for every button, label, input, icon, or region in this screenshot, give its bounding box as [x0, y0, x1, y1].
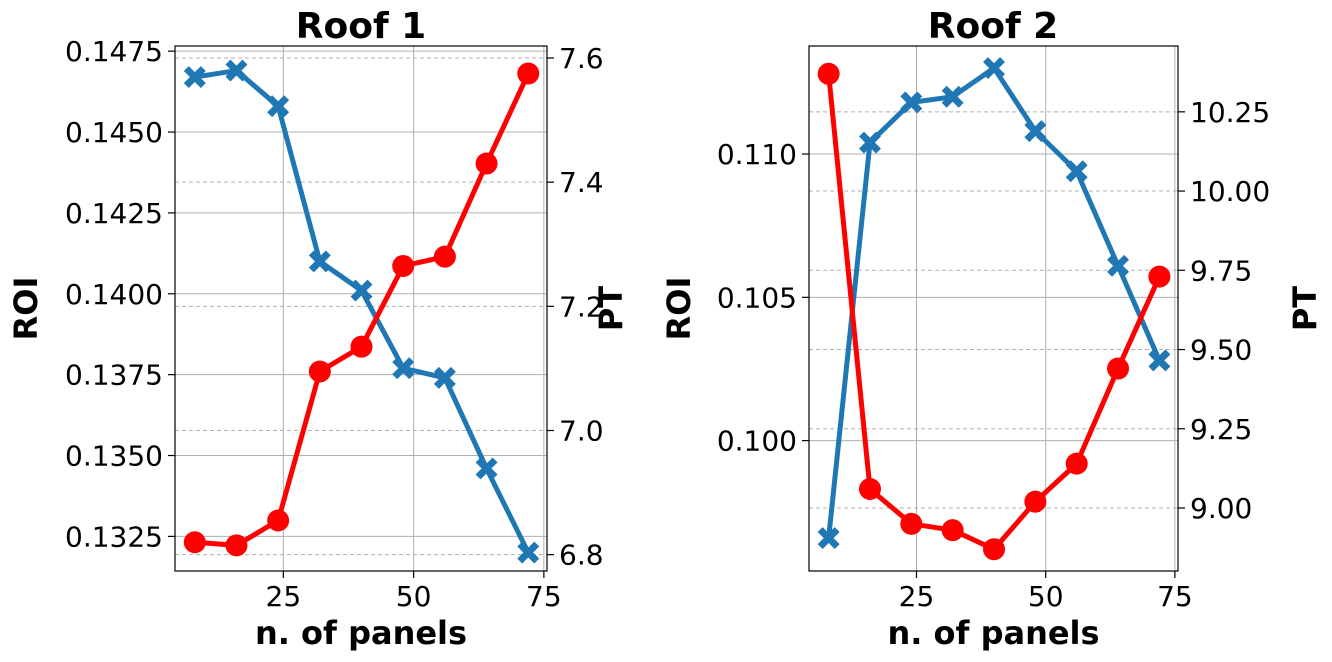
- x-tick-label: 75: [526, 580, 562, 613]
- axes-frame: [808, 45, 1179, 572]
- roi-series-point: [225, 59, 248, 82]
- pt-series-point: [1148, 265, 1171, 288]
- pt-series-point: [941, 519, 964, 542]
- pt-series-point: [433, 245, 456, 268]
- roi-series-point: [1065, 160, 1088, 183]
- x-tick-label: 25: [266, 580, 302, 613]
- roi-series-point: [1107, 254, 1130, 277]
- y2-axis-label: PT: [1286, 286, 1324, 331]
- chart-title: Roof 2: [928, 6, 1058, 47]
- y-tick-label: 0.1325: [65, 520, 163, 553]
- y-tick-label: 0.1450: [65, 116, 163, 149]
- y2-tick-label: 7.0: [559, 414, 604, 447]
- pt-series-point: [817, 62, 840, 85]
- roi-series-point: [267, 95, 290, 118]
- pt-series-point: [183, 531, 206, 554]
- y2-tick-label: 7.2: [559, 290, 604, 323]
- pt-series-point: [308, 360, 331, 383]
- pt-series-point: [983, 538, 1006, 561]
- y2-tick-label: 9.25: [1190, 413, 1252, 446]
- pt-series-point: [225, 534, 248, 557]
- y-tick-label: 0.1400: [65, 278, 163, 311]
- y2-tick-label: 10.25: [1190, 96, 1270, 129]
- roi-series-point: [475, 457, 498, 480]
- y2-tick-label: 7.6: [559, 42, 604, 75]
- y-tick-label: 0.105: [717, 281, 797, 314]
- y2-tick-label: 9.00: [1190, 492, 1252, 525]
- roi-series-point: [392, 357, 415, 380]
- y2-tick-label: 10.00: [1190, 175, 1270, 208]
- y-tick-label: 0.100: [717, 425, 797, 458]
- roi-series-point: [308, 250, 331, 273]
- y2-tick-label: 7.4: [559, 166, 604, 199]
- chart-panel-1: 25 50 75 0.1325 0.1350 0.1375 0.1400 0.1425 0.14…: [7, 6, 630, 652]
- y2-tick-label: 9.75: [1190, 254, 1252, 287]
- y-axis-label: ROI: [660, 277, 698, 341]
- y2-tick-label: 6.8: [559, 539, 604, 572]
- pt-series-point: [858, 477, 881, 500]
- y2-axis-label: PT: [592, 286, 630, 331]
- pt-series-point: [517, 62, 540, 85]
- roi-series-point: [517, 541, 540, 564]
- x-axis-label: n. of panels: [887, 614, 1099, 652]
- y-tick-label: 0.1475: [65, 35, 163, 68]
- y-axis-label: ROI: [7, 277, 45, 341]
- axes-frame: [174, 45, 548, 572]
- y-tick-label: 0.1375: [65, 359, 163, 392]
- roi-series-point: [350, 279, 373, 302]
- pt-series-point: [1065, 452, 1088, 475]
- y-tick-label: 0.1350: [65, 440, 163, 473]
- x-tick-label: 75: [1157, 580, 1193, 613]
- roi-series-point: [1024, 120, 1047, 143]
- pt-series-point: [1024, 490, 1047, 513]
- pt-series-point: [350, 335, 373, 358]
- pt-series-point: [1107, 357, 1130, 380]
- roi-series-point: [941, 85, 964, 108]
- y-tick-label: 0.1425: [65, 197, 163, 230]
- roi-series-line: [194, 68, 531, 554]
- chart-title: Roof 1: [296, 6, 426, 47]
- y-tick-label: 0.110: [717, 138, 797, 171]
- roi-series-point: [433, 366, 456, 389]
- x-tick-label: 50: [1028, 580, 1064, 613]
- roi-series-point: [900, 91, 923, 114]
- y2-tick-label: 9.50: [1190, 334, 1252, 367]
- x-tick-label: 50: [396, 580, 432, 613]
- pt-series-line: [826, 73, 1162, 552]
- roi-series-point: [817, 527, 840, 550]
- roi-series-point: [983, 57, 1005, 80]
- roi-series-point: [859, 131, 881, 154]
- pt-series-point: [267, 509, 290, 532]
- x-tick-label: 25: [899, 580, 935, 613]
- x-axis-label: n. of panels: [255, 614, 467, 652]
- pt-series-point: [900, 512, 923, 535]
- roi-series-point: [183, 66, 206, 89]
- chart-panel-2: 25 50 75 0.100 0.105 0.110 9.00 9.25 9.50 9.75 10.…: [660, 6, 1324, 652]
- pt-series-point: [475, 152, 498, 175]
- pt-series-point: [392, 254, 415, 277]
- roi-series-point: [1148, 349, 1171, 372]
